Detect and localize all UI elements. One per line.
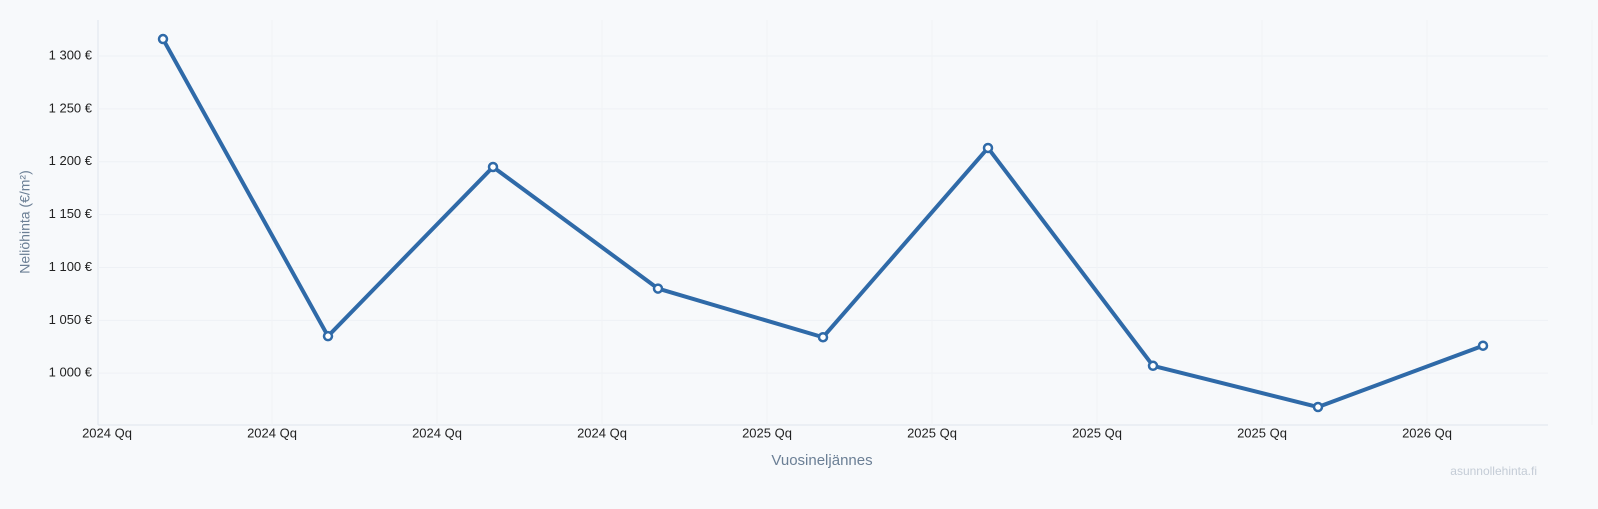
x-tick-label: 2025 Qq <box>1072 425 1122 440</box>
x-tick-label: 2025 Qq <box>742 425 792 440</box>
y-tick-label: 1 250 € <box>49 100 93 115</box>
y-tick-label: 1 150 € <box>49 206 93 221</box>
point <box>1312 401 1324 413</box>
point <box>817 331 829 343</box>
y-tick-label: 1 300 € <box>49 47 93 62</box>
x-tick-label: 2024 Qq <box>82 425 132 440</box>
point <box>157 33 169 45</box>
watermark: asunnollehinta.fi <box>1450 464 1537 478</box>
x-tick-label: 2024 Qq <box>247 425 297 440</box>
y-tick-label: 1 000 € <box>49 365 93 380</box>
y-tick-label: 1 200 € <box>49 153 93 168</box>
y-tick-label: 1 050 € <box>49 312 93 327</box>
point <box>487 161 499 173</box>
point <box>652 283 664 294</box>
x-tick-label: 2024 Qq <box>412 425 462 440</box>
x-tick-label: 2024 Qq <box>577 425 627 440</box>
x-tick-label: 2025 Qq <box>1237 425 1287 440</box>
x-tick-label: 2025 Qq <box>907 425 957 440</box>
point <box>982 142 994 154</box>
point <box>322 330 334 342</box>
x-tick-label: 2026 Qq <box>1402 425 1452 440</box>
y-axis-title: Neliöhinta (€/m²) <box>17 170 33 273</box>
point <box>1477 340 1489 351</box>
point <box>1147 360 1159 372</box>
x-axis-title: Vuosineljännes <box>771 452 872 469</box>
y-tick-label: 1 100 € <box>49 259 93 274</box>
